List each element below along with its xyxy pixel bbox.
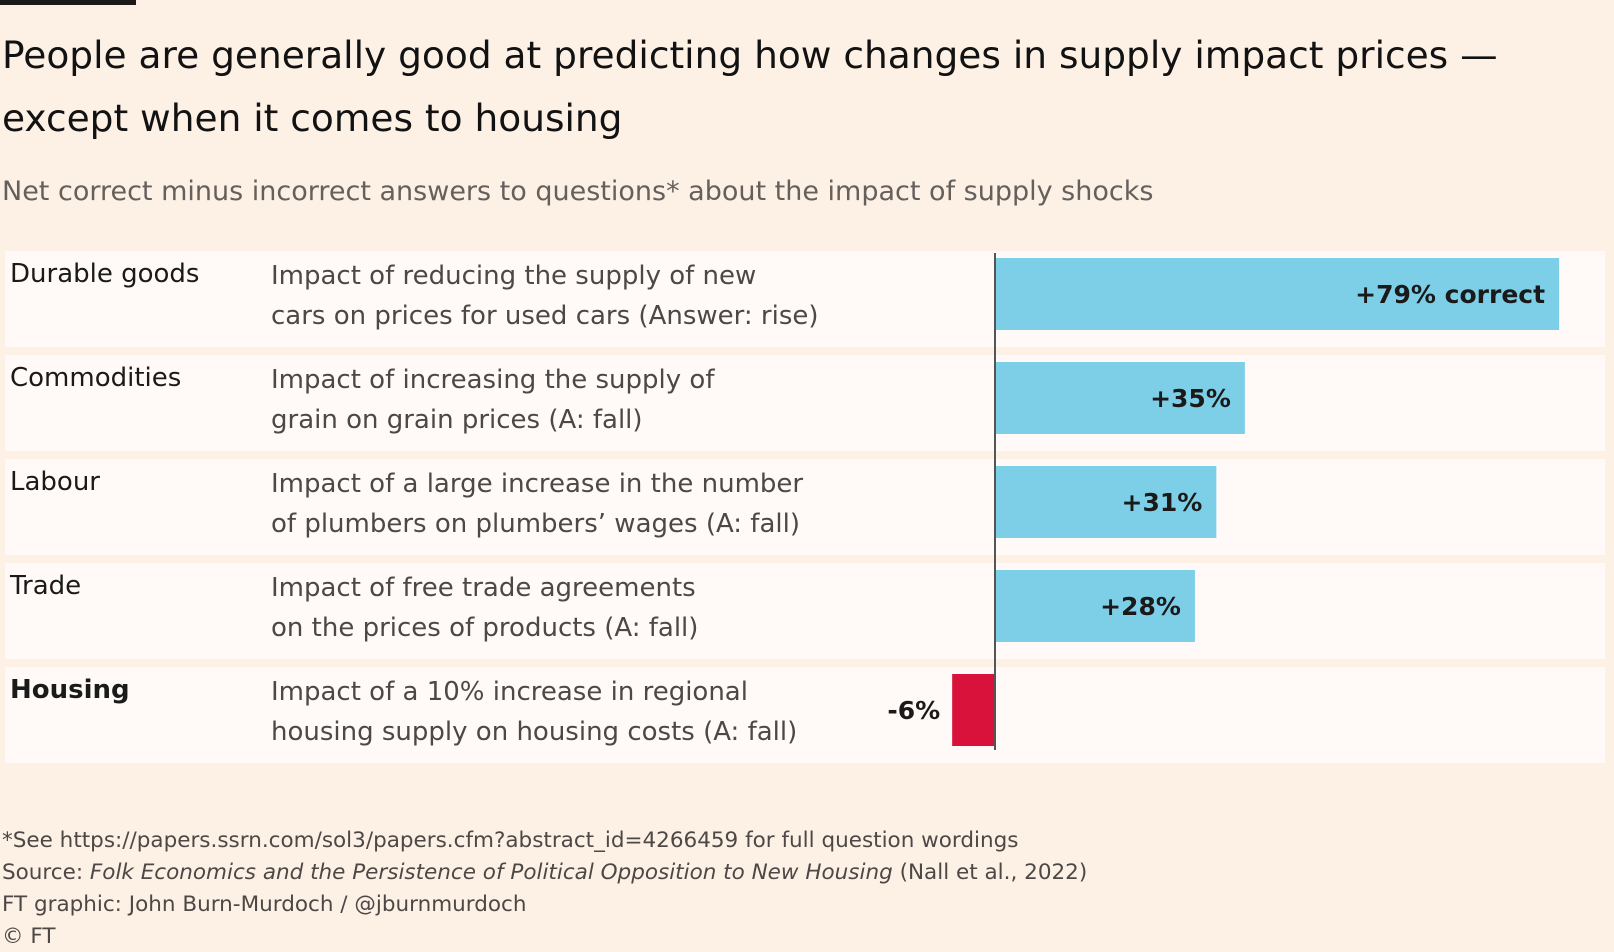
row-description: Impact of reducing the supply of new car… bbox=[271, 256, 891, 336]
bar-labour bbox=[995, 466, 1217, 538]
top-rule bbox=[0, 0, 136, 5]
copyright: © FT bbox=[2, 924, 56, 949]
data-label-durable-goods: +79% correct bbox=[1355, 280, 1545, 309]
source-title: Folk Economics and the Persistence of Po… bbox=[89, 860, 893, 885]
footnote: *See https://papers.ssrn.com/sol3/papers… bbox=[2, 828, 1019, 853]
row-description-line-1: Impact of free trade agreements bbox=[271, 573, 696, 603]
data-label-housing: -6% bbox=[887, 696, 940, 725]
bar-commodities bbox=[995, 362, 1245, 434]
row-housing: Housing Impact of a 10% increase in regi… bbox=[5, 667, 1605, 763]
bar-durable-goods bbox=[995, 258, 1560, 330]
source-prefix: Source: bbox=[2, 860, 90, 885]
row-label: Commodities bbox=[10, 363, 182, 393]
bar-housing bbox=[952, 674, 995, 746]
chart-title: People are generally good at predicting … bbox=[2, 24, 1610, 150]
row-description-line-1: Impact of increasing the supply of bbox=[271, 365, 715, 395]
row-description: Impact of a 10% increase in regional hou… bbox=[271, 672, 891, 752]
row-trade: Trade Impact of free trade agreements on… bbox=[5, 563, 1605, 659]
credit-line: FT graphic: John Burn-Murdoch / @jburnmu… bbox=[2, 892, 527, 917]
row-description-line-1: Impact of a large increase in the number bbox=[271, 469, 804, 499]
row-label: Housing bbox=[10, 675, 130, 705]
data-label-commodities: +35% bbox=[1150, 384, 1231, 413]
data-label-trade: +28% bbox=[1100, 592, 1181, 621]
chart-title-line-1: People are generally good at predicting … bbox=[2, 33, 1498, 77]
source-suffix: (Nall et al., 2022) bbox=[892, 860, 1088, 885]
row-description-line-2: on the prices of products (A: fall) bbox=[271, 613, 699, 643]
row-label: Durable goods bbox=[10, 259, 200, 289]
row-description-line-2: of plumbers on plumbers’ wages (A: fall) bbox=[271, 509, 800, 539]
row-description-line-2: housing supply on housing costs (A: fall… bbox=[271, 717, 798, 747]
row-label: Labour bbox=[10, 467, 100, 497]
row-description: Impact of a large increase in the number… bbox=[271, 464, 891, 544]
row-label: Trade bbox=[10, 571, 82, 601]
row-description-line-2: cars on prices for used cars (Answer: ri… bbox=[271, 301, 819, 331]
chart-title-line-2: except when it comes to housing bbox=[2, 96, 623, 140]
row-commodities: Commodities Impact of increasing the sup… bbox=[5, 355, 1605, 451]
chart-subtitle: Net correct minus incorrect answers to q… bbox=[2, 176, 1154, 207]
source-line: Source: Folk Economics and the Persisten… bbox=[2, 857, 1087, 889]
row-description-line-1: Impact of reducing the supply of new bbox=[271, 261, 757, 291]
row-description: Impact of free trade agreements on the p… bbox=[271, 568, 891, 648]
bar-chart: +79% correct +35% +31% +28% -6% bbox=[887, 253, 1560, 750]
bar-trade bbox=[995, 570, 1195, 642]
row-description-line-2: grain on grain prices (A: fall) bbox=[271, 405, 643, 435]
data-label-labour: +31% bbox=[1122, 488, 1203, 517]
row-labour: Labour Impact of a large increase in the… bbox=[5, 459, 1605, 555]
footer: *See https://papers.ssrn.com/sol3/papers… bbox=[2, 825, 1087, 952]
row-description: Impact of increasing the supply of grain… bbox=[271, 360, 891, 440]
row-description-line-1: Impact of a 10% increase in regional bbox=[271, 677, 748, 707]
